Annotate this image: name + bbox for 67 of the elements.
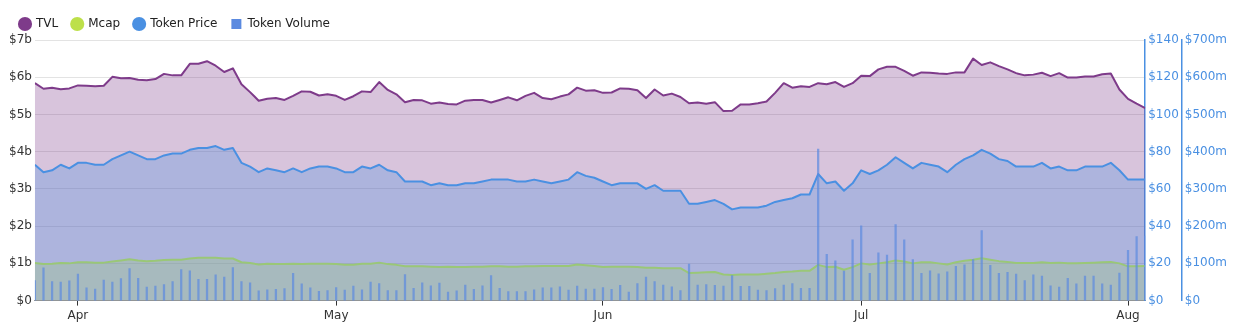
y3-tick-label: $200m xyxy=(1184,218,1228,233)
bar xyxy=(524,291,527,301)
bar xyxy=(636,283,639,301)
y2-tick-label: $60 xyxy=(1148,181,1172,196)
y2-tick-label: $100 xyxy=(1148,106,1179,121)
y-tick-label: $4b xyxy=(9,143,32,158)
bar xyxy=(653,281,656,301)
y-tick-label: $0 xyxy=(16,292,32,307)
bar xyxy=(197,279,200,301)
bar xyxy=(438,282,441,301)
x-tick-label: Jul xyxy=(852,307,869,322)
bar xyxy=(722,285,725,301)
bar xyxy=(481,285,484,301)
y2-tick-label: $0 xyxy=(1148,292,1164,307)
bar xyxy=(326,290,329,301)
x-tick-label: Aug xyxy=(1116,307,1140,322)
y-tick-label: $1b xyxy=(9,255,32,270)
y-tick-label: $5b xyxy=(9,106,32,121)
bar xyxy=(920,273,923,301)
y3-tick-label: $400m xyxy=(1184,143,1228,158)
y2-tick-label: $40 xyxy=(1148,218,1172,233)
bar xyxy=(85,287,88,301)
bar xyxy=(1092,275,1095,301)
y2-tick-label: $120 xyxy=(1148,69,1179,84)
y2-tick-label: $80 xyxy=(1148,143,1172,158)
legend-label: Token Price xyxy=(149,16,218,31)
bar xyxy=(240,281,243,301)
bar xyxy=(851,239,854,301)
legend-label: Token Volume xyxy=(246,16,330,31)
bar xyxy=(877,252,880,301)
bar xyxy=(1118,272,1121,301)
bar xyxy=(808,287,811,301)
y3-tick-label: $0 xyxy=(1184,292,1201,307)
bar xyxy=(1049,285,1052,301)
y-tick-label: $6b xyxy=(9,69,32,84)
x-tick-label: May xyxy=(323,307,349,322)
y3-tick-label: $300m xyxy=(1184,181,1228,196)
x-tick-label: Jun xyxy=(592,307,613,322)
bar xyxy=(154,285,157,301)
bar xyxy=(679,290,682,301)
bar xyxy=(765,290,768,301)
legend-label: Mcap xyxy=(88,16,121,31)
bar xyxy=(283,288,286,301)
bar xyxy=(171,281,174,301)
y-tick-label: $2b xyxy=(9,218,32,233)
y3-tick-label: $700m xyxy=(1184,32,1228,47)
bar xyxy=(395,290,398,301)
bar xyxy=(42,267,45,301)
bar xyxy=(369,281,372,301)
bar xyxy=(1135,236,1138,301)
legend-label: TVL xyxy=(35,16,59,31)
bar xyxy=(1006,271,1009,301)
y-tick-label: $3b xyxy=(9,181,32,196)
y3-tick-label: $100m xyxy=(1184,255,1228,270)
bar xyxy=(963,264,966,301)
y2-tick-label: $140 xyxy=(1148,32,1179,47)
bar xyxy=(1075,283,1078,301)
y3-tick-label: $500m xyxy=(1184,106,1228,121)
y2-tick-label: $20 xyxy=(1148,255,1172,270)
bar xyxy=(610,289,613,301)
y-tick-label: $7b xyxy=(9,32,32,47)
bar xyxy=(412,287,415,301)
bar xyxy=(894,224,897,301)
bar xyxy=(567,289,570,301)
x-tick-label: Apr xyxy=(67,307,89,322)
bar xyxy=(128,268,131,301)
y3-tick-label: $600m xyxy=(1184,69,1228,84)
